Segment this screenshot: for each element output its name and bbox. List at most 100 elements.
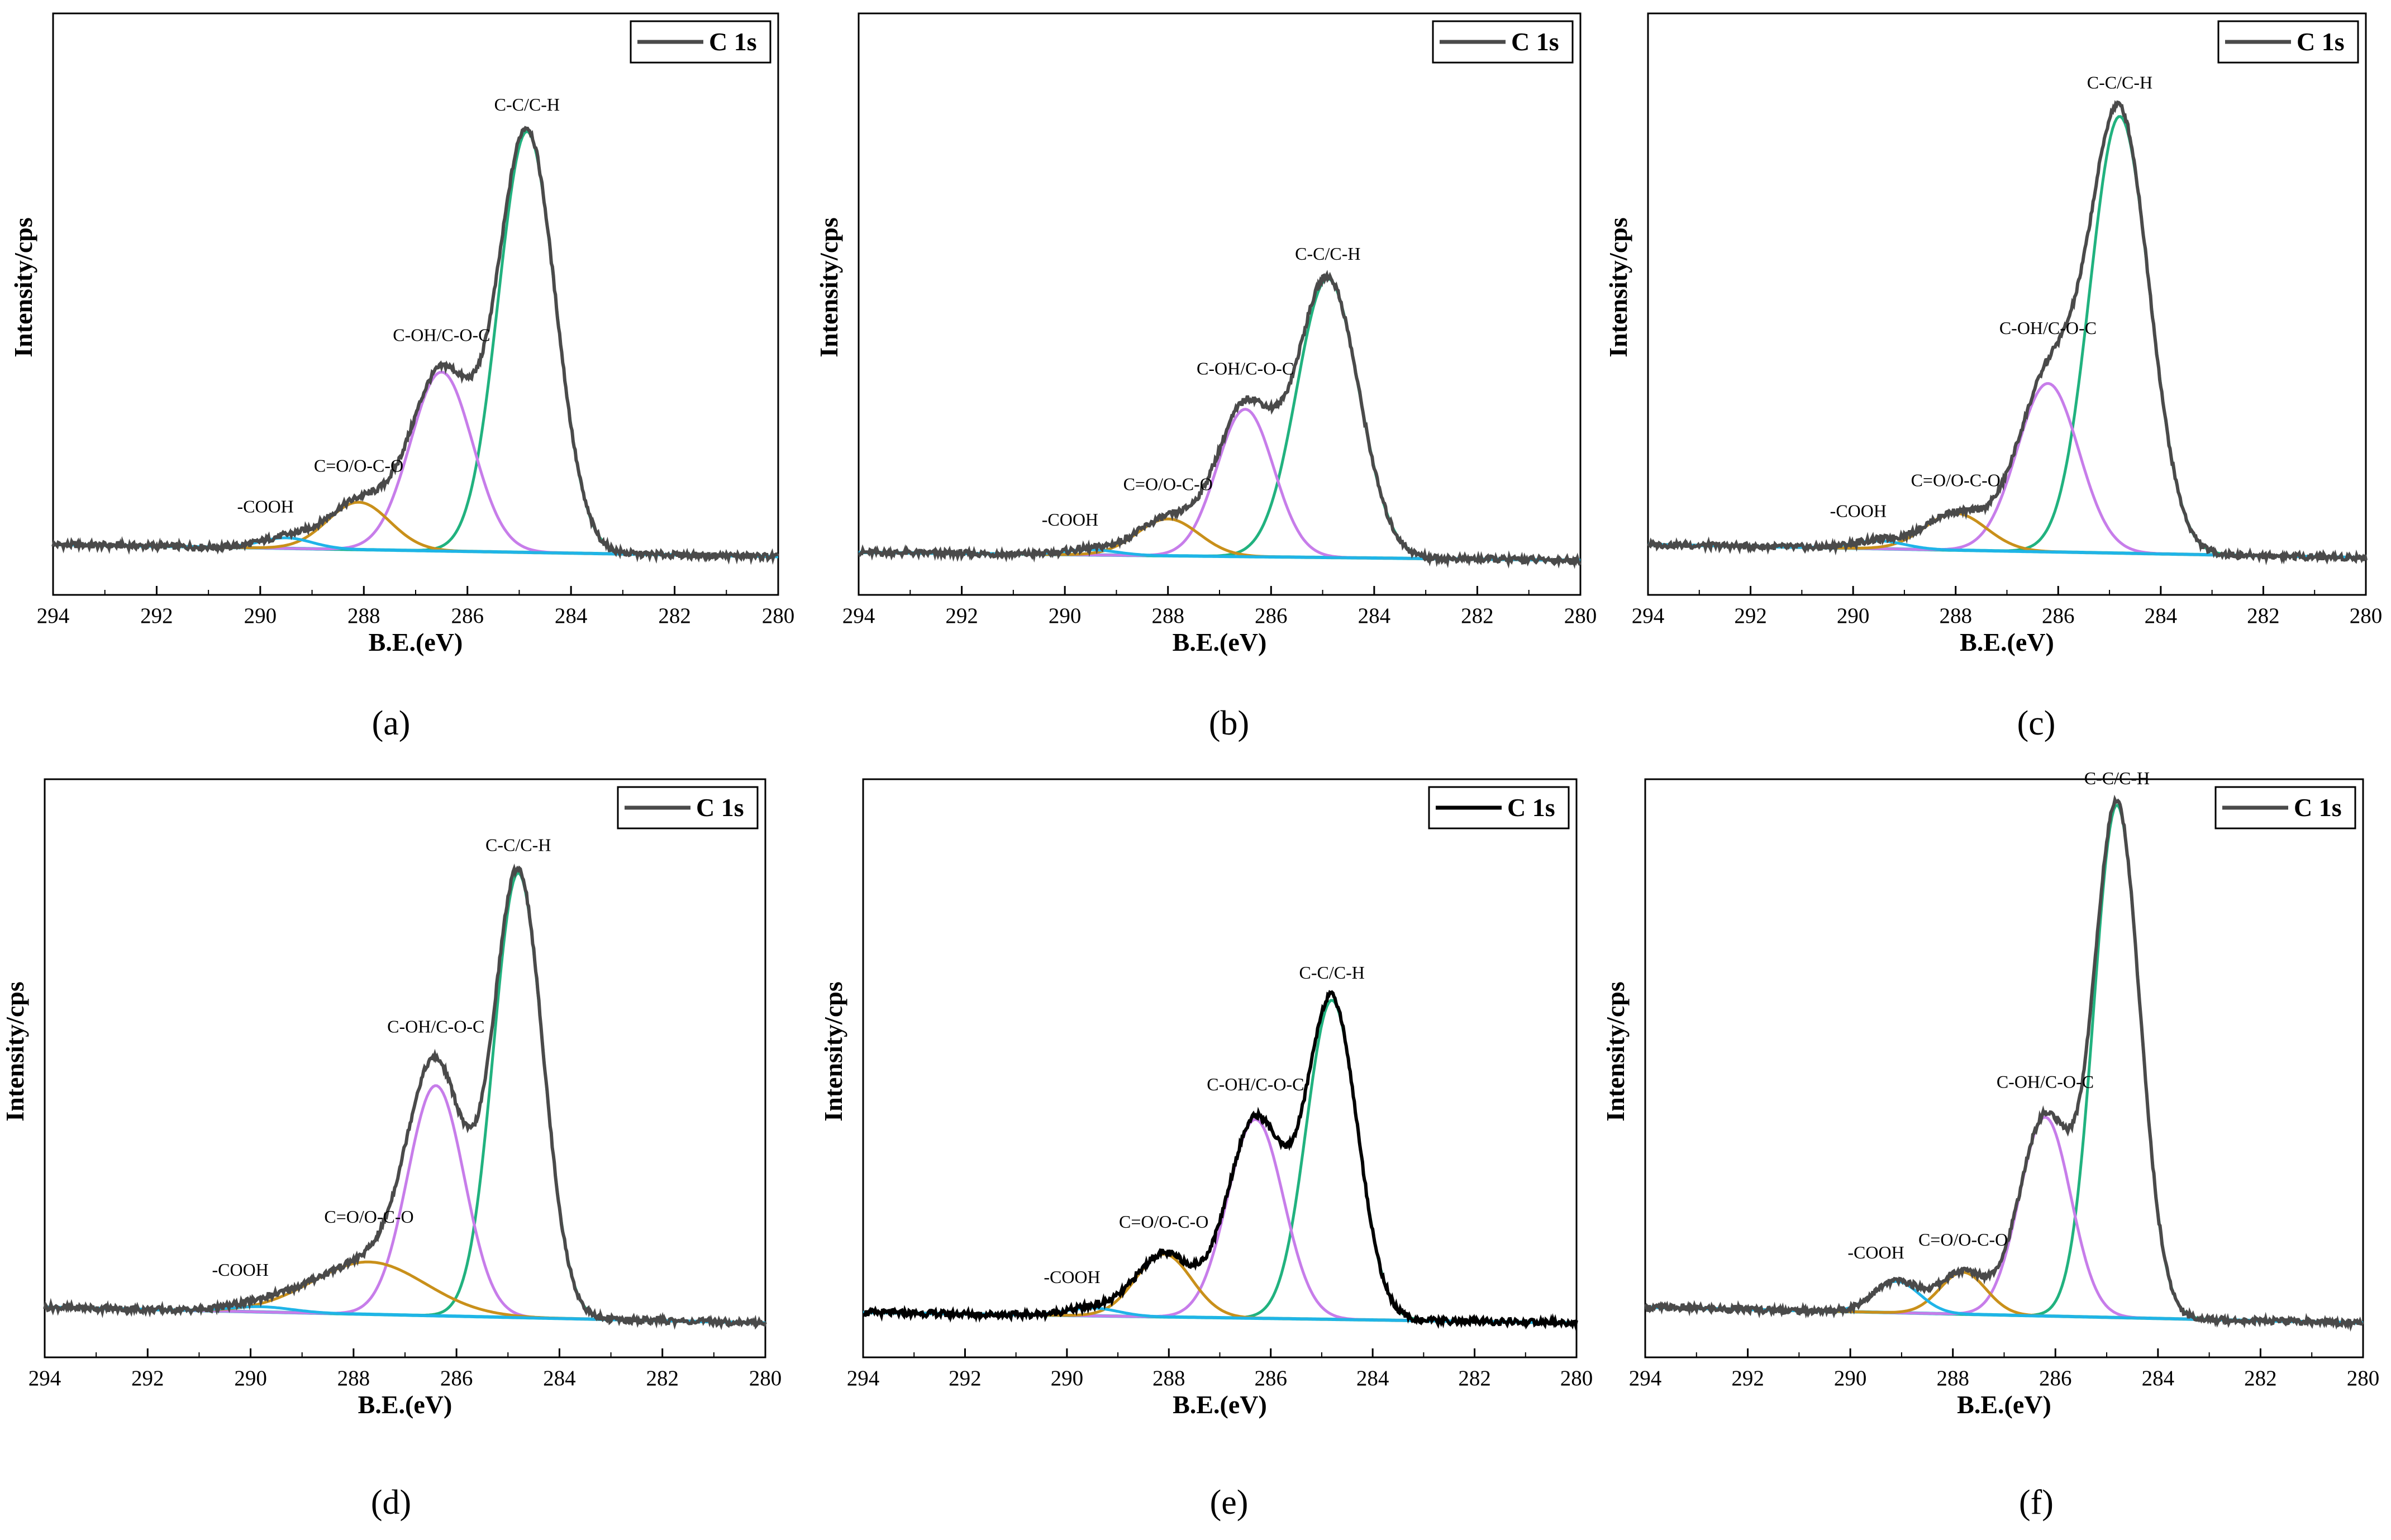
panel-caption: (c) xyxy=(2017,704,2056,742)
legend-label: C 1s xyxy=(709,27,757,56)
x-tick-label: 280 xyxy=(2347,1366,2380,1390)
peak-label: C=O/O-C-O xyxy=(1918,1229,2008,1250)
peak-label: -COOH xyxy=(237,496,293,516)
x-axis-label: B.E.(eV) xyxy=(1960,628,2054,656)
x-tick-label: 294 xyxy=(847,1366,880,1390)
x-tick-label: 280 xyxy=(749,1366,782,1390)
x-tick-label: 294 xyxy=(28,1366,61,1390)
envelope-c1s xyxy=(51,126,779,565)
peak-label: C-OH/C-O-C xyxy=(1207,1074,1304,1094)
legend-label: C 1s xyxy=(2294,793,2342,822)
peak-c-c-c-h xyxy=(859,277,1580,562)
x-tick-label: 284 xyxy=(2145,604,2178,628)
panel-c: 294 292 290 288 286 284 282 280 B.E.(eV) Intensit… xyxy=(1604,12,2383,742)
panel-d: 294 292 290 288 286 284 282 280 B.E.(eV) Intensit… xyxy=(1,778,782,1522)
x-tick-label: 284 xyxy=(2142,1366,2175,1390)
peak-label: C-C/C-H xyxy=(2087,72,2152,92)
panel-caption: (e) xyxy=(1210,1484,1249,1522)
plot-frame xyxy=(862,778,1578,1358)
x-axis-label: B.E.(eV) xyxy=(358,1390,453,1419)
x-tick-label: 286 xyxy=(440,1366,473,1390)
envelope-c1s xyxy=(858,270,1582,569)
peak-label: C=O/O-C-O xyxy=(324,1207,413,1227)
x-tick-label: 292 xyxy=(949,1366,982,1390)
peak-label: C=O/O-C-O xyxy=(314,456,403,476)
x-axis-label: B.E.(eV) xyxy=(369,628,463,656)
y-axis-label: Intensity/cps xyxy=(819,981,847,1121)
panel-a: 294 292 290 288 286 284 282 280 B.E.(eV) Intensit… xyxy=(9,12,795,742)
x-tick-label: 294 xyxy=(842,604,875,628)
x-tick-label: 286 xyxy=(451,604,484,628)
plot-frame xyxy=(44,778,766,1358)
peak-label: -COOH xyxy=(1830,500,1887,521)
x-tick-label: 292 xyxy=(945,604,978,628)
x-tick-label: 288 xyxy=(1936,1366,1969,1390)
x-tick-label: 284 xyxy=(555,604,588,628)
x-tick-label: 280 xyxy=(2350,604,2383,628)
envelope-c1s xyxy=(43,863,767,1331)
x-tick-label: 284 xyxy=(1358,604,1391,628)
x-tick-label: 282 xyxy=(646,1366,679,1390)
x-tick-label: 280 xyxy=(1564,604,1597,628)
peak-label: -COOH xyxy=(212,1260,268,1280)
x-tick-label: 294 xyxy=(1629,1366,1662,1390)
peak-label: C-OH/C-O-C xyxy=(387,1017,484,1037)
peak-c-c-c-h xyxy=(863,999,1577,1324)
x-tick-label: 282 xyxy=(1458,1366,1491,1390)
x-tick-label: 280 xyxy=(1560,1366,1593,1390)
panel-f: 294 292 290 288 286 284 282 280 B.E.(eV) Intensit… xyxy=(1601,768,2379,1522)
envelope-c1s xyxy=(1644,794,2364,1332)
envelope-c1s xyxy=(1646,100,2368,566)
x-tick-label: 292 xyxy=(131,1366,164,1390)
x-tick-label: 292 xyxy=(1734,604,1767,628)
x-tick-label: 284 xyxy=(1356,1366,1389,1390)
panel-caption: (b) xyxy=(1209,704,1249,742)
peak-c-oh-c-o-c xyxy=(859,408,1580,562)
peak-label: C=O/O-C-O xyxy=(1119,1212,1208,1232)
plot-frame xyxy=(1647,12,2367,596)
x-tick-label: 288 xyxy=(1151,604,1184,628)
peak-label: C-C/C-H xyxy=(1295,244,1360,264)
plot-frame xyxy=(52,12,779,596)
x-tick-label: 290 xyxy=(1051,1366,1084,1390)
x-tick-label: 286 xyxy=(1254,1366,1287,1390)
x-tick-label: 286 xyxy=(1255,604,1288,628)
panel-caption: (a) xyxy=(372,704,411,742)
x-tick-label: 292 xyxy=(140,604,173,628)
x-tick-label: 292 xyxy=(1731,1366,1764,1390)
panel-e: 294 292 290 288 286 284 282 280 B.E.(eV) Intensit… xyxy=(819,778,1593,1522)
y-axis-label: Intensity/cps xyxy=(1604,217,1632,357)
legend-label: C 1s xyxy=(696,793,744,822)
x-tick-label: 290 xyxy=(244,604,277,628)
peak-c-oh-c-o-c xyxy=(53,370,778,558)
envelope-c1s xyxy=(862,990,1578,1331)
x-tick-label: 282 xyxy=(2244,1366,2277,1390)
y-axis-label: Intensity/cps xyxy=(1601,981,1630,1121)
legend-label: C 1s xyxy=(1511,27,1559,56)
x-tick-label: 282 xyxy=(658,604,691,628)
x-tick-label: 280 xyxy=(762,604,795,628)
peak-label: -COOH xyxy=(1044,1267,1100,1287)
x-tick-label: 294 xyxy=(1632,604,1665,628)
peak-c-oh-c-o-c xyxy=(1645,1115,2364,1324)
peak-label: C-OH/C-O-C xyxy=(1999,318,2097,338)
peak-label: C=O/O-C-O xyxy=(1123,474,1213,494)
x-tick-label: 288 xyxy=(347,604,380,628)
peak-label: -COOH xyxy=(1042,509,1098,530)
x-tick-label: 290 xyxy=(1834,1366,1867,1390)
legend-label: C 1s xyxy=(1507,793,1555,822)
peak-label: C-C/C-H xyxy=(494,94,560,115)
peak-label: -COOH xyxy=(1847,1242,1904,1262)
plot-frame xyxy=(1644,778,2364,1358)
peak-label: C-C/C-H xyxy=(1299,962,1364,983)
panel-caption: (d) xyxy=(371,1484,411,1522)
peak-label: C-C/C-H xyxy=(485,835,551,855)
x-tick-label: 290 xyxy=(234,1366,267,1390)
x-tick-label: 290 xyxy=(1049,604,1082,628)
y-axis-label: Intensity/cps xyxy=(815,217,843,357)
legend-label: C 1s xyxy=(2297,27,2345,56)
x-tick-label: 282 xyxy=(1461,604,1494,628)
x-tick-label: 282 xyxy=(2247,604,2280,628)
x-axis-label: B.E.(eV) xyxy=(1173,1390,1267,1419)
